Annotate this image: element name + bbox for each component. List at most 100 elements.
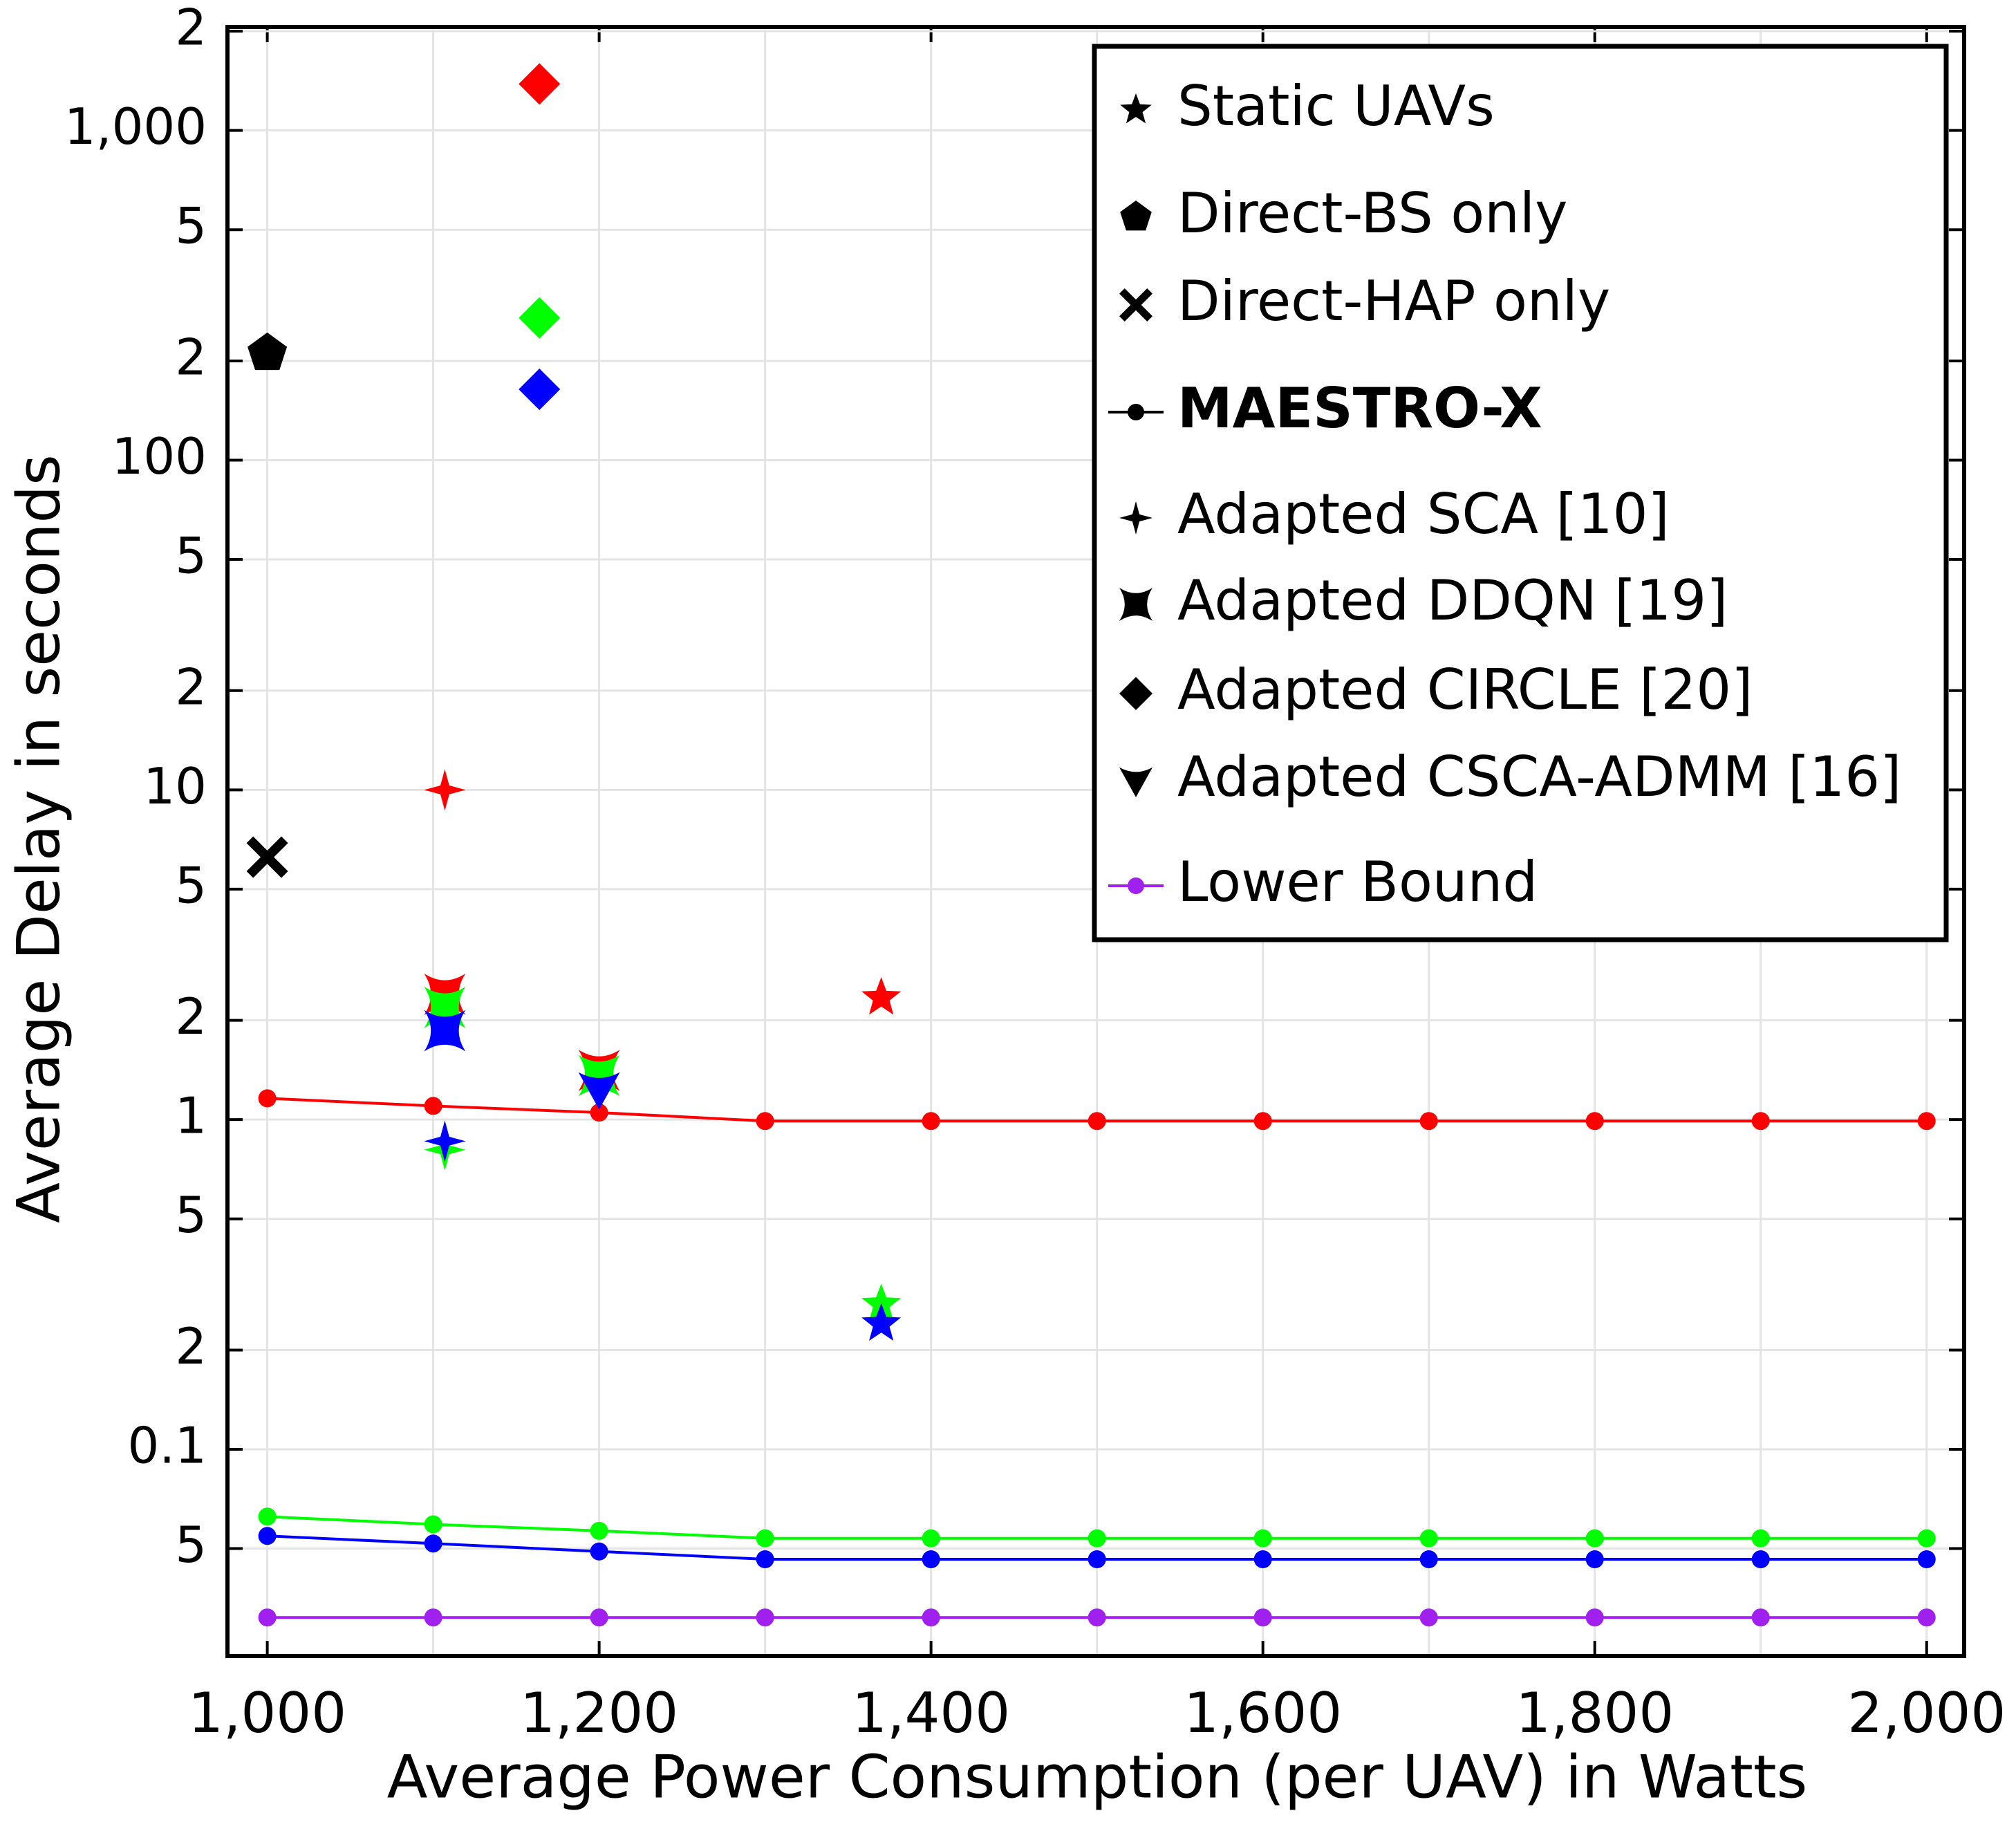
data-point (1751, 1112, 1770, 1131)
data-point (590, 1542, 608, 1561)
marker-star4 (424, 1120, 466, 1162)
y-tick-label: 2 (175, 328, 207, 386)
marker-bowtie (424, 1010, 466, 1052)
data-point (590, 1104, 608, 1122)
legend-box (1092, 44, 1949, 942)
data-point (1585, 1550, 1604, 1568)
data-point (1585, 1529, 1604, 1547)
data-point (590, 1608, 608, 1627)
data-point (1751, 1608, 1770, 1627)
data-point (1585, 1112, 1604, 1131)
y-axis-label: Average Delay in seconds (4, 454, 73, 1223)
x-tick-label: 1,400 (852, 1681, 1010, 1745)
data-point (258, 1507, 277, 1526)
y-tick-label: 1 (175, 1087, 207, 1145)
x-tick-label: 1,600 (1184, 1681, 1342, 1745)
data-point (1253, 1550, 1272, 1568)
marker-triangle-down (1119, 767, 1152, 797)
data-point (922, 1608, 940, 1627)
legend-label: Lower Bound (1177, 850, 1538, 914)
data-point (1253, 1529, 1272, 1547)
data-point (922, 1550, 940, 1568)
legend-label: Direct-HAP only (1177, 269, 1610, 333)
marker-star (861, 1283, 902, 1321)
legend-label: Adapted SCA [10] (1177, 482, 1670, 546)
data-point (424, 1534, 442, 1553)
marker-cross (246, 836, 288, 878)
legend-label: Direct-BS only (1177, 181, 1567, 245)
marker-diamond (519, 297, 561, 339)
data-point (1088, 1529, 1106, 1547)
data-point (756, 1112, 774, 1131)
marker-star4 (424, 769, 466, 811)
data-point (1253, 1112, 1272, 1131)
data-point (1088, 1112, 1106, 1131)
marker-star (861, 1303, 902, 1341)
data-point (1751, 1529, 1770, 1547)
data-point (1419, 1112, 1438, 1131)
marker-diamond (519, 63, 561, 105)
data-point (424, 1097, 442, 1115)
y-tick-label: 2 (175, 0, 207, 57)
x-tick-label: 1,000 (188, 1681, 346, 1745)
marker-star4 (1119, 501, 1152, 535)
data-point (1088, 1550, 1106, 1568)
legend-dot (1128, 404, 1144, 420)
x-axis-label: Average Power Consumption (per UAV) in W… (387, 1742, 1808, 1812)
data-point (1917, 1550, 1936, 1568)
data-point (258, 1527, 277, 1545)
legend-label: Adapted CSCA-ADMM [16] (1177, 745, 1901, 809)
marker-diamond (519, 369, 561, 411)
marker-triangle-down (578, 1072, 620, 1110)
legend-label: Static UAVs (1177, 74, 1495, 138)
legend-label: Adapted DDQN [19] (1177, 568, 1728, 633)
y-tick-label: 2 (175, 1317, 207, 1375)
data-point (1419, 1608, 1438, 1627)
y-tick-label: 5 (175, 856, 207, 914)
data-point (258, 1089, 277, 1108)
data-point (922, 1112, 940, 1131)
y-tick-label: 5 (175, 197, 207, 255)
marker-pentagon (1120, 201, 1152, 231)
y-tick-label: 100 (112, 427, 207, 485)
legend-label: MAESTRO-X (1177, 376, 1542, 440)
data-point (1253, 1608, 1272, 1627)
y-tick-label: 5 (175, 1516, 207, 1574)
y-tick-label: 2 (175, 658, 207, 716)
x-tick-label: 2,000 (1847, 1681, 2006, 1745)
y-tick-label: 1,000 (64, 97, 207, 156)
marker-cross (1119, 288, 1152, 322)
marker-star (1120, 93, 1152, 124)
x-tick-label: 1,800 (1515, 1681, 1674, 1745)
y-tick-label: 5 (175, 527, 207, 585)
data-point (922, 1529, 940, 1547)
legend-label: Adapted CIRCLE [20] (1177, 658, 1753, 722)
data-point (424, 1515, 442, 1534)
marker-bowtie (1119, 588, 1152, 621)
y-tick-label: 5 (175, 1186, 207, 1244)
data-point (1419, 1529, 1438, 1547)
data-point (590, 1521, 608, 1540)
data-point (1585, 1608, 1604, 1627)
data-point (1088, 1608, 1106, 1627)
data-point (756, 1550, 774, 1568)
plot-frame (225, 25, 1966, 1658)
data-point (424, 1608, 442, 1627)
data-point (756, 1529, 774, 1547)
data-point (1419, 1550, 1438, 1568)
y-tick-label: 10 (143, 757, 207, 815)
data-point (1751, 1550, 1770, 1568)
y-tick-label: 0.1 (127, 1417, 207, 1475)
data-point (756, 1608, 774, 1627)
x-tick-label: 1,200 (520, 1681, 678, 1745)
data-point (258, 1608, 277, 1627)
y-tick-label: 2 (175, 987, 207, 1045)
data-point (1917, 1529, 1936, 1547)
marker-star (861, 977, 902, 1015)
marker-diamond (1119, 677, 1152, 710)
legend-dot (1128, 877, 1144, 894)
marker-pentagon (248, 332, 288, 371)
data-point (1917, 1112, 1936, 1131)
